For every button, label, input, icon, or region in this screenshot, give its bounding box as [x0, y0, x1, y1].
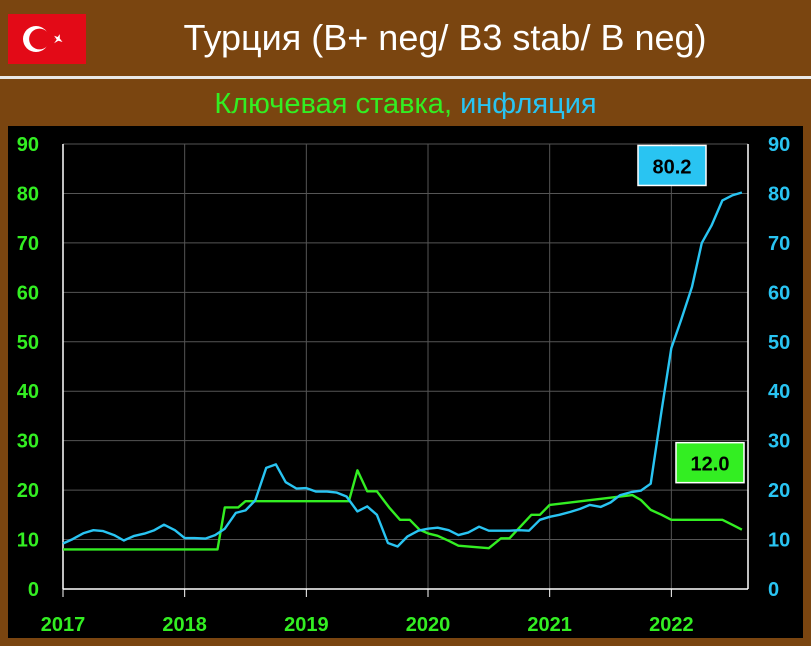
header-divider	[0, 76, 811, 79]
y-tick-label-left: 80	[17, 183, 39, 205]
series-line-policy_rate	[63, 469, 743, 551]
y-tick-label-right: 30	[768, 431, 790, 453]
y-tick-label-left: 20	[17, 480, 39, 502]
x-tick-label: 2019	[284, 614, 329, 636]
turkey-flag-icon	[8, 14, 86, 64]
y-tick-label-right: 70	[768, 233, 790, 255]
x-tick-label: 2022	[649, 614, 694, 636]
y-tick-label-left: 10	[17, 530, 39, 552]
policy-rate-value-label: 12.0	[691, 454, 730, 476]
y-tick-label-right: 0	[768, 579, 779, 601]
inflation-value-label: 80.2	[653, 156, 692, 178]
y-tick-label-left: 70	[17, 233, 39, 255]
y-tick-label-right: 20	[768, 480, 790, 502]
y-tick-label-left: 60	[17, 282, 39, 304]
chart-subtitle: Ключевая ставка, инфляция	[0, 84, 811, 124]
subtitle-inflation: инфляция	[460, 88, 597, 120]
y-tick-label-right: 60	[768, 282, 790, 304]
page-title: Турция (B+ neg/ B3 stab/ B neg)	[183, 17, 707, 58]
header-bar: Турция (B+ neg/ B3 stab/ B neg)	[0, 0, 811, 76]
y-tick-label-left: 30	[17, 431, 39, 453]
y-tick-label-left: 40	[17, 381, 39, 403]
policy-rate-value-box	[675, 441, 745, 484]
y-tick-label-right: 50	[768, 332, 790, 354]
y-tick-label-left: 50	[17, 332, 39, 354]
chart-panel: 0 0 10 10 20 20 30 30 40 40 50 50 60 60 70 70 80 80 90 90 20…	[8, 126, 803, 638]
x-tick-label: 2018	[162, 614, 207, 636]
x-tick-label: 2020	[406, 614, 451, 636]
y-tick-label-left: 0	[28, 579, 39, 601]
y-tick-label-left: 90	[17, 134, 39, 156]
x-tick-label: 2021	[527, 614, 572, 636]
y-tick-label-right: 90	[768, 134, 790, 156]
inflation-value-box	[637, 144, 707, 187]
y-tick-label-right: 40	[768, 381, 790, 403]
y-tick-label-right: 10	[768, 530, 790, 552]
subtitle-policy-rate: Ключевая ставка,	[214, 88, 452, 120]
series-line-inflation	[62, 191, 743, 548]
y-tick-label-right: 80	[768, 183, 790, 205]
x-tick-label: 2017	[41, 614, 86, 636]
